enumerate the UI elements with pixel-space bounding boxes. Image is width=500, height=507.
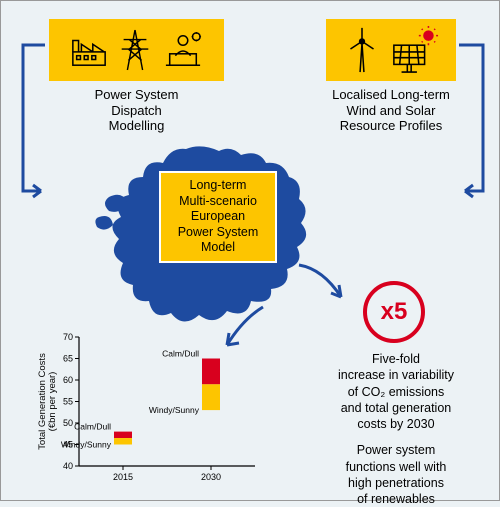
svg-text:Windy/Sunny: Windy/Sunny: [149, 405, 200, 415]
right-text-block: Five-foldincrease in variabilityof CO₂ e…: [311, 351, 481, 507]
icon-box-resource: [326, 19, 456, 81]
svg-text:65: 65: [63, 354, 73, 364]
right-para1: Five-foldincrease in variabilityof CO₂ e…: [311, 351, 481, 432]
arrow-out-left: [217, 301, 277, 361]
svg-text:55: 55: [63, 397, 73, 407]
svg-text:50: 50: [63, 418, 73, 428]
svg-text:60: 60: [63, 375, 73, 385]
pylon-icon: [116, 28, 154, 72]
svg-text:Calm/Dull: Calm/Dull: [74, 422, 111, 432]
svg-text:(€bn per year): (€bn per year): [47, 372, 58, 432]
right-para2: Power systemfunctions well withhigh pene…: [311, 442, 481, 507]
svg-text:70: 70: [63, 332, 73, 342]
arrow-right-in: [453, 41, 493, 201]
wind-turbine-icon: [342, 26, 382, 74]
label-dispatch: Power SystemDispatchModelling: [49, 87, 224, 134]
svg-text:2015: 2015: [113, 472, 133, 482]
svg-text:2030: 2030: [201, 472, 221, 482]
solar-panel-sun-icon: [390, 26, 440, 74]
svg-text:40: 40: [63, 461, 73, 471]
svg-text:Calm/Dull: Calm/Dull: [162, 349, 199, 359]
x5-badge: x5: [363, 281, 425, 343]
center-model-box: Long-termMulti-scenarioEuropeanPower Sys…: [159, 171, 277, 263]
arrow-out-right: [293, 257, 363, 317]
laptop-person-icon: [162, 31, 204, 69]
x5-text: x5: [381, 298, 408, 326]
factory-icon: [70, 31, 108, 69]
svg-text:Windy/Sunny: Windy/Sunny: [61, 440, 112, 450]
arrow-left-in: [15, 41, 55, 201]
icon-box-dispatch: [49, 19, 224, 81]
center-model-label: Long-termMulti-scenarioEuropeanPower Sys…: [178, 178, 259, 256]
